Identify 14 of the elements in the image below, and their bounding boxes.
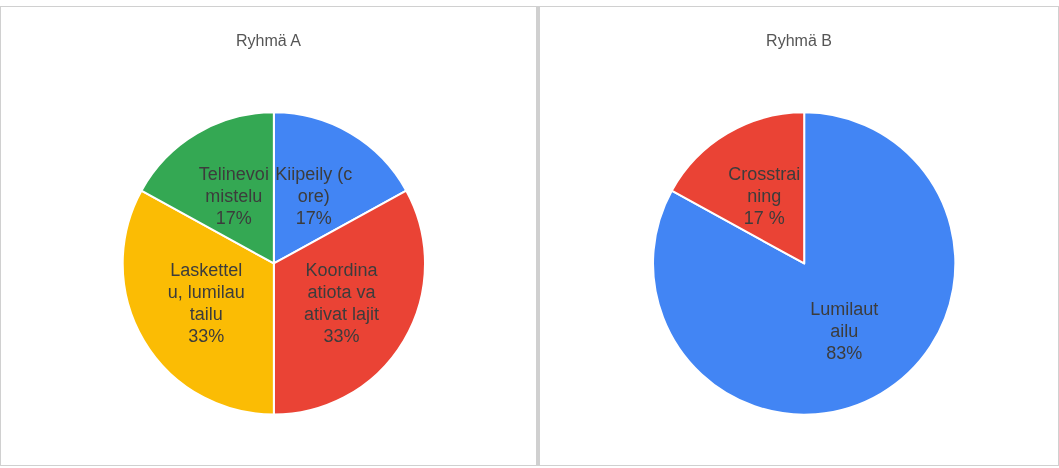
- slice-label: Lumilautailu: [810, 299, 879, 342]
- data-label: 83%: [826, 343, 863, 364]
- slice-label: Telinevoimistelu: [198, 163, 269, 206]
- data-label: 17%: [215, 207, 252, 228]
- data-label: 33%: [323, 326, 360, 347]
- data-label: 17 %: [743, 207, 785, 228]
- data-label: 33%: [188, 326, 225, 347]
- slice-label: Kiipeily (core): [275, 163, 353, 206]
- chart-title: Ryhmä B: [766, 31, 832, 49]
- slice-label: Crosstraining: [728, 163, 801, 206]
- slice-label: Koordinaatiota vaativat lajit: [303, 260, 379, 325]
- chart-title: Ryhmä A: [236, 31, 302, 49]
- slice-label: Laskettelu, lumilautailu: [167, 260, 245, 325]
- data-label: 17%: [295, 207, 332, 228]
